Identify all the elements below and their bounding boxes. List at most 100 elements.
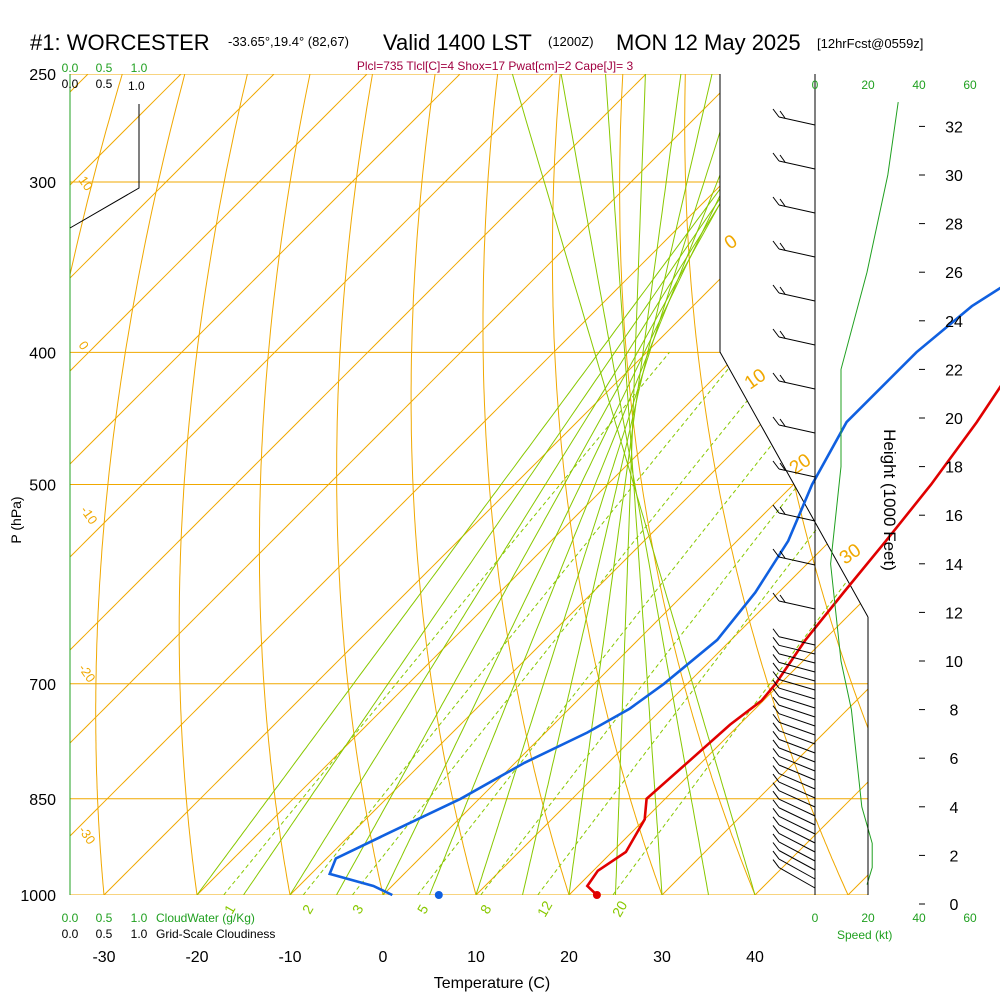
- wind-barb: [772, 504, 816, 522]
- moist-adiabat-line: [429, 74, 767, 895]
- wind-barb-flag: [772, 628, 780, 638]
- wind-barb-flag: [772, 816, 780, 826]
- x-tick-label: 10: [467, 949, 485, 966]
- mixing-ratio-label: 5: [414, 902, 432, 917]
- wind-barb-flag: [772, 654, 780, 663]
- wind-barb-flag: [772, 799, 780, 809]
- cloudiness-tick-bottom: 0.5: [96, 927, 113, 941]
- wind-barb: [772, 240, 816, 258]
- wind-barb: [772, 696, 816, 718]
- wind-barb: [772, 636, 816, 655]
- height-tick-label: 32: [945, 119, 963, 136]
- cloudiness-profile: [69, 104, 140, 229]
- height-tick-label: 2: [950, 848, 959, 865]
- height-tick-label: 22: [945, 362, 963, 379]
- wind-barb-staff: [778, 248, 816, 258]
- y-tick-label: 850: [29, 792, 56, 809]
- wind-barb-flag: [779, 286, 786, 295]
- wind-barb-flag: [779, 242, 786, 251]
- station-coords: -33.65°,19.4° (82,67): [228, 34, 349, 49]
- wind-barb-staff: [778, 380, 816, 390]
- wind-barb-flag: [772, 671, 780, 680]
- moist-adiabat-label: 10: [741, 365, 770, 394]
- wind-barb-staff: [778, 160, 816, 170]
- moist-adiabat-label: 30: [836, 540, 865, 569]
- height-tick-label: 0: [950, 897, 959, 914]
- wind-barb-staff: [778, 721, 816, 736]
- cloud-water-tick-top: 1.0: [131, 61, 148, 75]
- wind-barb: [772, 416, 816, 434]
- wind-barb-staff: [778, 730, 816, 745]
- wind-barb-staff: [778, 850, 816, 871]
- wind-barb: [772, 748, 816, 772]
- cloudiness-tick-top: 0.0: [62, 77, 79, 91]
- speed-tick-bottom: 20: [861, 911, 875, 925]
- isotherm-line: [661, 74, 868, 895]
- cloud-water-tick-top: 0.5: [96, 61, 113, 75]
- wind-speed-profile: [830, 102, 899, 885]
- y-tick-label: 400: [29, 345, 56, 362]
- x-tick-label: 20: [560, 949, 578, 966]
- wind-barb-staff: [778, 738, 816, 754]
- isotherm-line: [289, 74, 868, 895]
- x-tick-label: 0: [379, 949, 388, 966]
- wind-barb: [772, 850, 816, 880]
- wind-barb: [772, 782, 816, 808]
- wind-barb-staff: [778, 661, 816, 673]
- dry-adiabat-line: [410, 74, 477, 895]
- wind-barb: [772, 628, 816, 646]
- x-tick-label: -20: [185, 949, 208, 966]
- isotherm-line: [70, 74, 845, 895]
- wind-barb-staff: [778, 867, 816, 889]
- x-tick-label: 30: [653, 949, 671, 966]
- wind-barb: [772, 679, 816, 700]
- moist-adiabat-line: [558, 74, 709, 895]
- height-tick-label: 28: [945, 217, 963, 234]
- valid-time: Valid 1400 LST: [383, 30, 532, 55]
- wind-barb-staff: [778, 798, 816, 817]
- height-tick-label: 18: [945, 460, 963, 477]
- mixing-ratio-line: [352, 351, 787, 895]
- dry-adiabat-line: [178, 74, 251, 895]
- isotherm-line: [847, 74, 868, 895]
- dry-adiabat-line: [619, 74, 756, 895]
- mixing-ratio-label: 2: [299, 902, 317, 917]
- x-tick-label: -30: [92, 949, 115, 966]
- dry-adiabat-line: [551, 74, 663, 895]
- wind-barb-flag: [779, 110, 786, 119]
- wind-barb-staff: [778, 858, 816, 880]
- wind-barb-staff: [778, 687, 816, 700]
- wind-barb-flag: [779, 594, 786, 603]
- wind-barb: [772, 705, 816, 727]
- cloud-water-tick-top: 0.0: [62, 61, 79, 75]
- wind-barb-flag: [779, 462, 786, 471]
- x-tick-label: -10: [278, 949, 301, 966]
- height-tick-label: 14: [945, 557, 963, 574]
- moist-adiabat-line: [615, 74, 647, 895]
- height-tick-label: 20: [945, 411, 963, 428]
- mixing-ratio-label: 12: [534, 898, 556, 920]
- dewpoint-profile: [327, 286, 1000, 897]
- speed-tick-bottom: 0: [812, 911, 819, 925]
- wind-barb-flag: [772, 842, 780, 851]
- wind-barb: [772, 548, 816, 566]
- moist-adiabat-line: [522, 74, 716, 895]
- wind-barb-staff: [778, 747, 816, 763]
- wind-barb-staff: [778, 679, 816, 691]
- wind-barb-staff: [778, 824, 816, 844]
- isotherm-line: [475, 74, 868, 895]
- height-tick-label: 30: [945, 168, 963, 185]
- station-title: #1: WORCESTER: [30, 30, 210, 55]
- isotherm-line: [754, 74, 868, 895]
- wind-barb-flag: [772, 688, 780, 697]
- height-tick-label: 26: [945, 265, 963, 282]
- wind-barb-flag: [772, 108, 780, 118]
- speed-tick-top: 20: [861, 78, 875, 92]
- wind-barbs: [772, 108, 816, 889]
- cloudiness-tick-bottom: 0.0: [62, 927, 79, 941]
- mixing-ratio-line: [417, 351, 846, 895]
- y-tick-label: 300: [29, 175, 56, 192]
- wind-barb-staff: [778, 790, 816, 808]
- wind-barb-staff: [778, 512, 816, 522]
- wind-barb: [772, 196, 816, 214]
